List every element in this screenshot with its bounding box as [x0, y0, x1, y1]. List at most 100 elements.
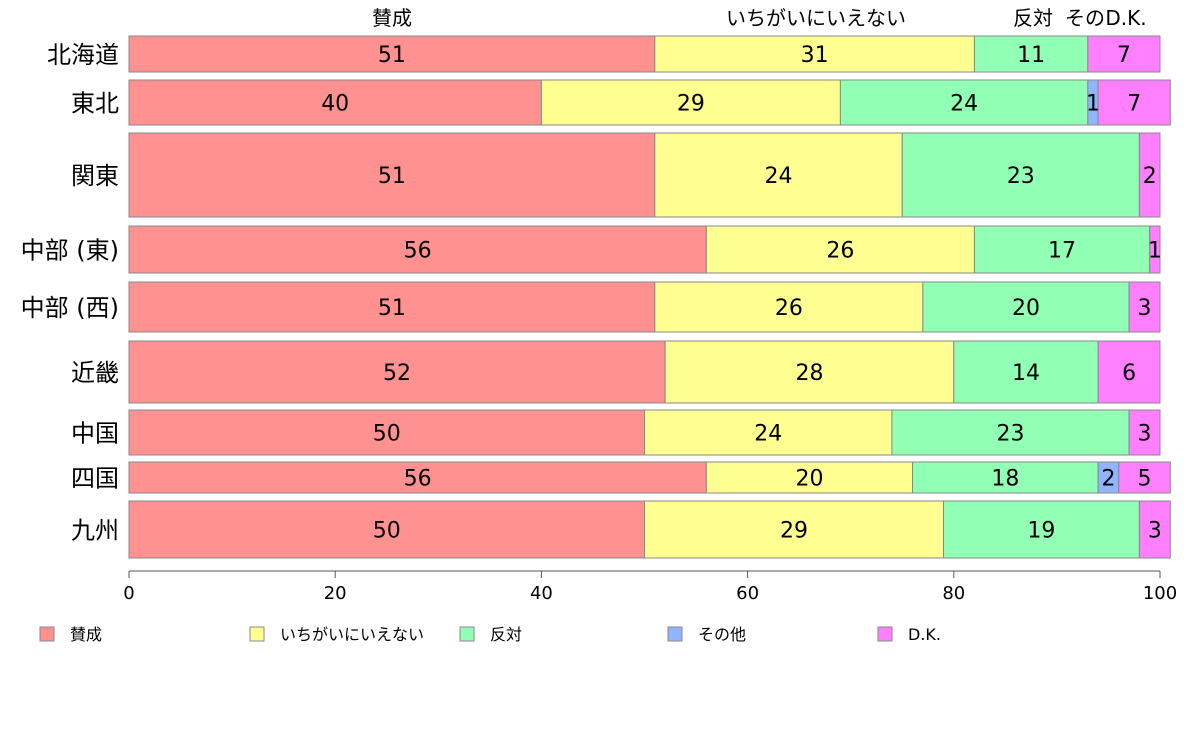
bar-segment — [912, 461, 1099, 494]
legend: 賛成 いちがいにいえない 反対 その他 D.K. — [39, 625, 941, 644]
bar-segment — [644, 500, 944, 559]
bar-value-label: 56 — [404, 239, 432, 264]
bar-value-label: 24 — [765, 164, 793, 189]
bar-segment — [540, 79, 841, 126]
bar-segment — [1128, 409, 1161, 456]
legend-label: 賛成 — [70, 625, 102, 644]
legend-swatch — [877, 626, 893, 642]
bar-segment — [128, 500, 645, 559]
bar-segment — [839, 79, 1089, 126]
bar-segment — [705, 461, 914, 494]
bar-value-label: 18 — [991, 467, 1019, 492]
bar-segment — [128, 132, 656, 218]
bar-segment — [1138, 132, 1161, 218]
bar-value-label: 3 — [1138, 296, 1152, 321]
bar-segment — [973, 35, 1089, 73]
x-tick-label: 40 — [530, 583, 553, 604]
bars: 51 31 11 740 29 24 1 751 24 23 256 26 17 151 26 20 352 28… — [128, 35, 1171, 559]
bar-segment — [654, 281, 924, 333]
legend-label: その他 — [698, 625, 746, 644]
bar-segment — [1149, 225, 1161, 274]
bar-segment — [1097, 79, 1171, 126]
bar-segment — [942, 500, 1140, 559]
bar-value-label: 24 — [754, 422, 782, 447]
column-labels: 賛成 いちがいにいえない 反対 その D.K. — [372, 6, 1147, 30]
bar-value-label: 51 — [378, 164, 406, 189]
category-label: 関東 — [71, 162, 119, 190]
bar-value-label: 26 — [826, 239, 854, 264]
bar-value-label: 19 — [1027, 519, 1055, 544]
bar-segment — [644, 409, 893, 456]
bar-segment — [973, 225, 1151, 274]
bar-value-label: 26 — [775, 296, 803, 321]
category-label: 東北 — [71, 90, 119, 118]
category-label: 中部 (東) — [21, 237, 119, 265]
column-label: 反対 — [1013, 6, 1053, 30]
bar-value-label: 11 — [1017, 43, 1045, 68]
bar-value-label: 3 — [1138, 422, 1152, 447]
bar-value-label: 14 — [1012, 361, 1040, 386]
bar-value-label: 50 — [373, 519, 401, 544]
bar-segment — [922, 281, 1130, 333]
bar-value-label: 31 — [801, 43, 829, 68]
bar-segment — [128, 281, 656, 333]
bar-value-label: 3 — [1148, 519, 1162, 544]
bar-value-label: 17 — [1048, 239, 1076, 264]
x-axis: 0 20 40 60 80 100 — [123, 570, 1177, 604]
bar-segment — [654, 132, 903, 218]
legend-swatch — [667, 626, 683, 642]
legend-swatch — [459, 626, 475, 642]
bar-value-label: 56 — [404, 467, 432, 492]
bar-value-label: 6 — [1122, 361, 1136, 386]
column-label: いちがいにいえない — [726, 6, 906, 30]
bar-value-label: 23 — [1007, 164, 1035, 189]
bar-value-label: 24 — [950, 92, 978, 117]
bar-value-label: 51 — [378, 43, 406, 68]
bar-segment — [1138, 500, 1171, 559]
column-label: D.K. — [1105, 6, 1146, 30]
bar-segment — [1118, 461, 1171, 494]
bar-value-label: 5 — [1138, 467, 1152, 492]
column-label: 賛成 — [372, 6, 412, 30]
bar-segment — [891, 409, 1130, 456]
legend-swatch — [39, 626, 55, 642]
bar-value-label: 29 — [677, 92, 705, 117]
bar-segment — [1087, 35, 1161, 73]
legend-label: D.K. — [908, 625, 941, 644]
bar-value-label: 20 — [795, 467, 823, 492]
bar-segment — [128, 461, 707, 494]
bar-value-label: 51 — [378, 296, 406, 321]
bar-value-label: 50 — [373, 422, 401, 447]
x-tick-label: 100 — [1143, 583, 1177, 604]
legend-swatch — [249, 626, 265, 642]
x-tick-label: 80 — [942, 583, 965, 604]
legend-label: 反対 — [490, 625, 522, 644]
x-tick-label: 60 — [736, 583, 759, 604]
bar-value-label: 52 — [383, 361, 411, 386]
bar-value-label: 23 — [997, 422, 1025, 447]
bar-segment — [1128, 281, 1161, 333]
bar-value-label: 2 — [1101, 467, 1115, 492]
bar-segment — [128, 35, 656, 73]
category-label: 北海道 — [47, 41, 119, 69]
bar-value-label: 1 — [1086, 92, 1100, 117]
bar-value-label: 7 — [1117, 43, 1131, 68]
bar-value-label: 2 — [1143, 164, 1157, 189]
bar-segment — [128, 409, 645, 456]
bar-segment — [1097, 340, 1161, 404]
bar-segment — [128, 225, 707, 274]
bar-value-label: 1 — [1148, 239, 1162, 264]
category-label: 中国 — [71, 420, 119, 448]
category-label: 中部 (西) — [21, 294, 119, 322]
bar-segment — [901, 132, 1140, 218]
bar-value-label: 28 — [795, 361, 823, 386]
bar-value-label: 40 — [321, 92, 349, 117]
legend-label: いちがいにいえない — [280, 625, 424, 644]
x-tick-label: 0 — [123, 583, 134, 604]
x-tick-label: 20 — [324, 583, 347, 604]
category-label: 九州 — [71, 517, 119, 545]
bar-segment — [654, 35, 975, 73]
category-label: 四国 — [71, 465, 119, 493]
